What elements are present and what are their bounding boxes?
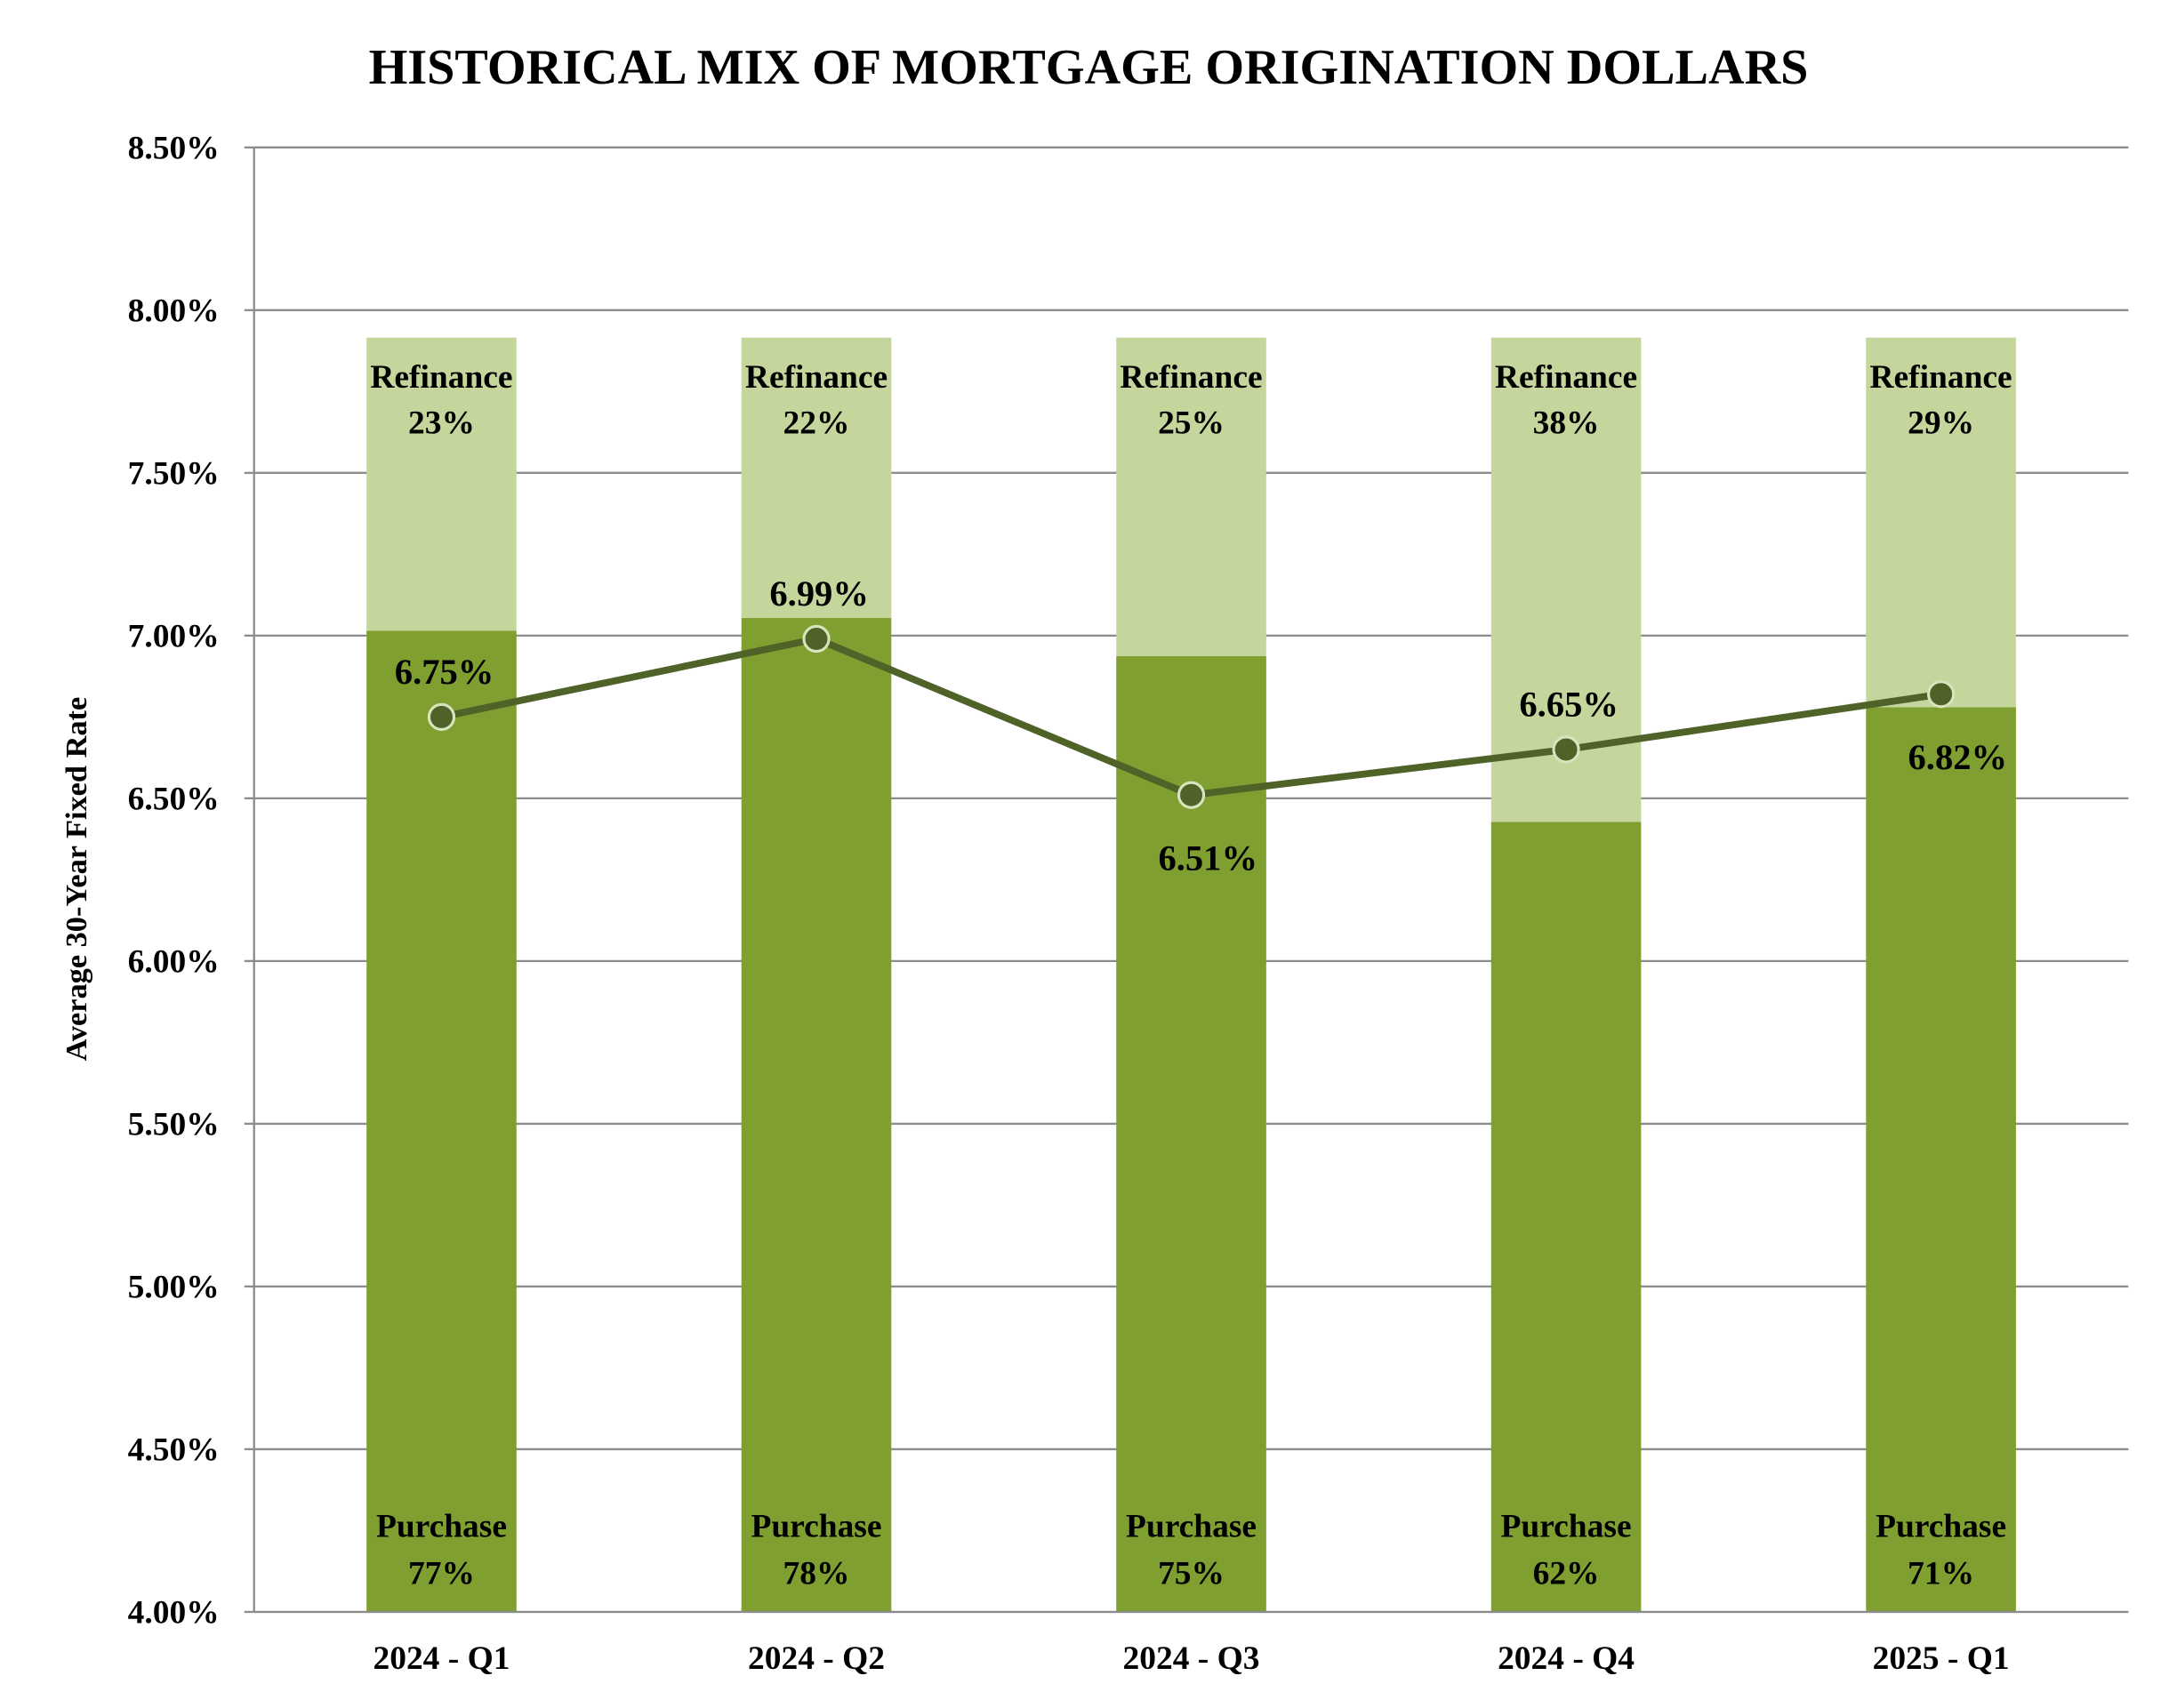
y-tick-label: 5.50% (128, 1106, 220, 1143)
x-tick-label: 2025 - Q1 (1873, 1640, 2010, 1677)
bar-purchase (1866, 707, 2016, 1612)
y-tick-label: 4.00% (128, 1594, 220, 1631)
purchase-name-label: Purchase (1876, 1509, 2006, 1545)
rate-marker (1177, 781, 1206, 809)
refinance-name-label: Refinance (1120, 359, 1262, 396)
rate-value-label: 6.65% (1519, 685, 1619, 725)
bar-purchase (1116, 656, 1266, 1612)
purchase-name-label: Purchase (1501, 1509, 1632, 1545)
chart-title: HISTORICAL MIX OF MORTGAGE ORIGINATION D… (369, 40, 1809, 95)
bar-purchase (366, 630, 517, 1612)
y-tick-label: 8.50% (128, 130, 220, 166)
rate-marker (1926, 680, 1956, 709)
refinance-name-label: Refinance (745, 359, 888, 396)
y-tick-label: 8.00% (128, 293, 220, 329)
y-tick-label: 6.50% (128, 781, 220, 817)
y-tick-label: 4.50% (128, 1431, 220, 1468)
x-tick-label: 2024 - Q1 (373, 1640, 510, 1677)
rate-marker (427, 702, 456, 731)
x-tick-label: 2024 - Q3 (1123, 1640, 1260, 1677)
rate-value-label: 6.82% (1908, 737, 2008, 777)
purchase-value-label: 77% (408, 1556, 475, 1592)
bar-purchase (1490, 822, 1642, 1612)
bar-refinance (366, 337, 517, 631)
refinance-value-label: 38% (1533, 405, 1600, 441)
rate-value-label: 6.51% (1158, 838, 1257, 878)
refinance-name-label: Refinance (1869, 359, 2012, 396)
y-tick-label: 7.00% (128, 618, 220, 654)
refinance-value-label: 25% (1158, 405, 1225, 441)
refinance-name-label: Refinance (370, 359, 512, 396)
y-tick-label: 6.00% (128, 943, 220, 980)
purchase-name-label: Purchase (376, 1509, 507, 1545)
refinance-value-label: 22% (783, 405, 850, 441)
bar-refinance (1116, 337, 1266, 657)
y-tick-label: 7.50% (128, 455, 220, 492)
purchase-value-label: 75% (1158, 1556, 1225, 1592)
x-tick-label: 2024 - Q4 (1498, 1640, 1635, 1677)
rate-value-label: 6.99% (769, 573, 869, 613)
y-axis-label: Average 30-Year Fixed Rate (60, 697, 93, 1062)
y-tick-label: 5.00% (128, 1269, 220, 1305)
refinance-value-label: 23% (408, 405, 475, 441)
rate-marker (802, 624, 831, 654)
bar-refinance (741, 337, 892, 619)
bar-purchase (741, 618, 892, 1612)
rate-marker (1552, 735, 1580, 764)
purchase-value-label: 71% (1908, 1556, 1974, 1592)
purchase-value-label: 78% (783, 1556, 850, 1592)
purchase-name-label: Purchase (1126, 1509, 1257, 1545)
purchase-name-label: Purchase (751, 1509, 881, 1545)
bar-refinance (1866, 337, 2016, 708)
refinance-name-label: Refinance (1495, 359, 1637, 396)
purchase-value-label: 62% (1533, 1556, 1600, 1592)
rate-value-label: 6.75% (395, 652, 494, 692)
x-tick-label: 2024 - Q2 (748, 1640, 885, 1677)
refinance-value-label: 29% (1908, 405, 1974, 441)
